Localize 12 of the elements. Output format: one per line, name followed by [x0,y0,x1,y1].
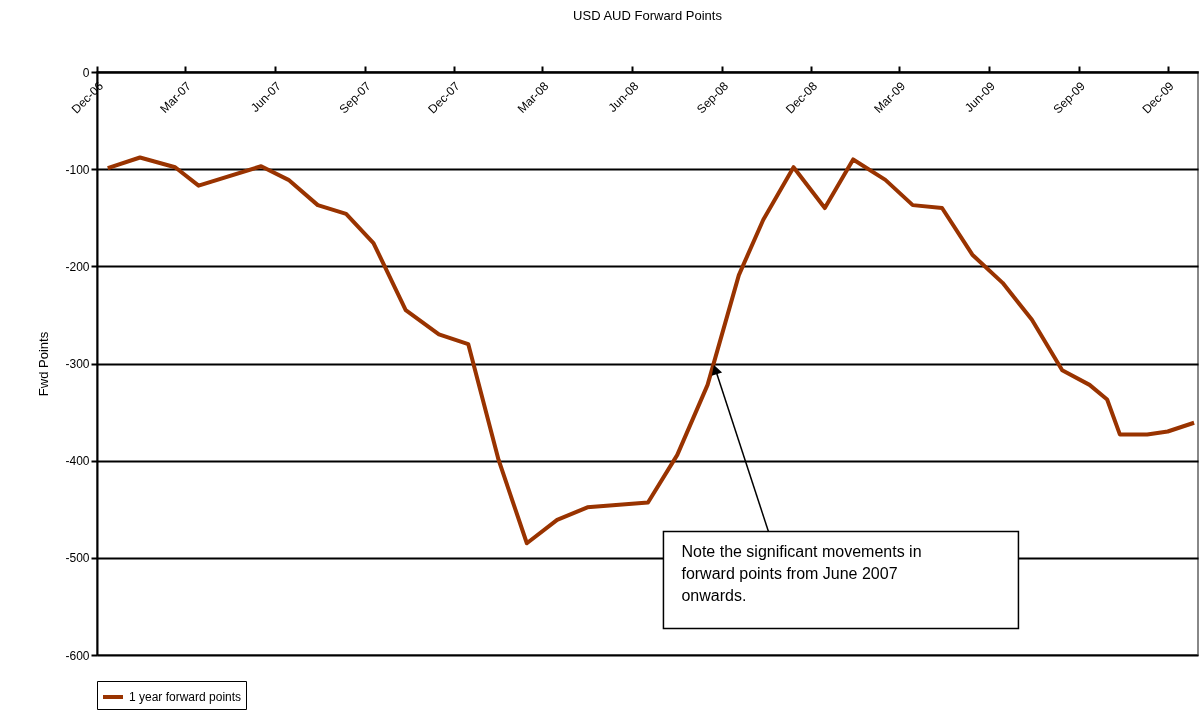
y-tick-label: -300 [65,357,90,371]
annotation: Note the significant movements in forward points from June 2007 onwards. [681,542,922,604]
y-tick-label: 0 [82,65,90,80]
y-tick-label: -400 [65,454,90,469]
y-tick-label: -500 [65,551,90,566]
line-series [105,155,1197,546]
chart-title: USD AUD Forward Points [573,8,723,23]
y-axis-title: Fwd Points [36,331,52,397]
y-tick-label: -600 [65,648,90,663]
y-tick-label: -100 [65,162,90,177]
legend-label: 1 year forward points [129,690,242,704]
y-tick-label: -200 [65,259,90,274]
